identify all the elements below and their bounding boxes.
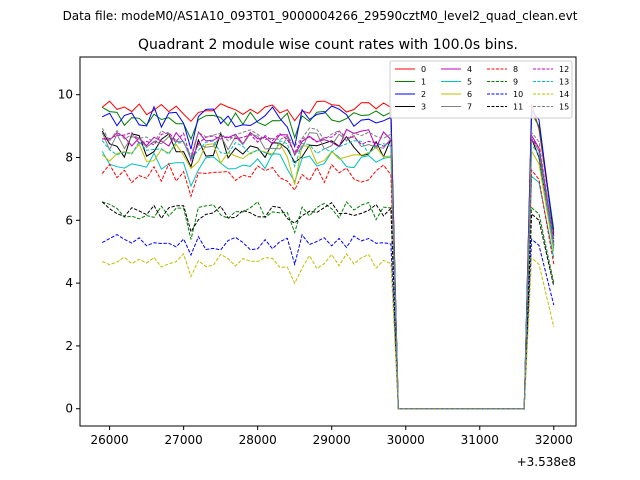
y-tick-label: 8 xyxy=(65,150,73,164)
series-line-8 xyxy=(101,162,555,410)
plot-frame xyxy=(79,56,577,427)
series-line-14 xyxy=(102,252,555,410)
series-line-10 xyxy=(101,233,555,410)
legend-label: 0 xyxy=(421,65,426,74)
legend-label: 15 xyxy=(559,103,569,112)
y-tick-label: 10 xyxy=(58,88,73,102)
x-tick-label: 28000 xyxy=(239,433,277,447)
series-layer xyxy=(101,100,555,410)
series-line-1 xyxy=(101,106,555,410)
x-tick-label: 32000 xyxy=(535,433,573,447)
legend-label: 4 xyxy=(467,65,472,74)
x-tick-label: 29000 xyxy=(313,433,351,447)
y-tick-label: 0 xyxy=(65,402,73,416)
x-tick-label: 27000 xyxy=(165,433,203,447)
y-tick-label: 2 xyxy=(65,339,73,353)
legend-label: 11 xyxy=(513,103,523,112)
legend-label: 7 xyxy=(467,103,472,112)
plot-area xyxy=(79,56,577,427)
x-offset-label: +3.538e8 xyxy=(517,455,576,469)
series-line-2 xyxy=(101,105,555,410)
legend-label: 8 xyxy=(513,65,518,74)
figure-suptitle: Data file: modeM0/AS1A10_093T01_90000042… xyxy=(63,9,578,23)
x-axis: 26000 27000 28000 29000 30000 31000 32000 xyxy=(91,426,573,447)
legend-label: 9 xyxy=(513,78,518,87)
legend-label: 10 xyxy=(513,90,523,99)
x-tick-label: 30000 xyxy=(387,433,425,447)
legend-label: 14 xyxy=(559,90,569,99)
series-line-12 xyxy=(102,130,555,410)
legend-label: 2 xyxy=(421,90,426,99)
x-tick-label: 31000 xyxy=(461,433,499,447)
series-line-6 xyxy=(101,142,555,410)
series-line-13 xyxy=(101,140,555,410)
series-line-11 xyxy=(101,201,555,410)
legend-box xyxy=(389,60,573,119)
y-tick-label: 6 xyxy=(65,213,73,227)
series-line-5 xyxy=(101,151,555,410)
y-tick-label: 4 xyxy=(65,276,73,290)
chart-title: Quadrant 2 module wise count rates with … xyxy=(138,37,518,53)
legend-label: 13 xyxy=(559,78,569,87)
legend-label: 1 xyxy=(421,78,426,87)
legend-label: 3 xyxy=(421,103,426,112)
legend-label: 6 xyxy=(467,90,472,99)
x-tick-label: 26000 xyxy=(91,433,129,447)
series-line-0 xyxy=(101,100,555,410)
series-line-15 xyxy=(101,127,555,410)
legend-label: 5 xyxy=(467,78,472,87)
legend-label: 12 xyxy=(559,65,569,74)
series-line-9 xyxy=(102,200,555,410)
y-axis: 0 2 4 6 8 10 xyxy=(58,88,80,416)
